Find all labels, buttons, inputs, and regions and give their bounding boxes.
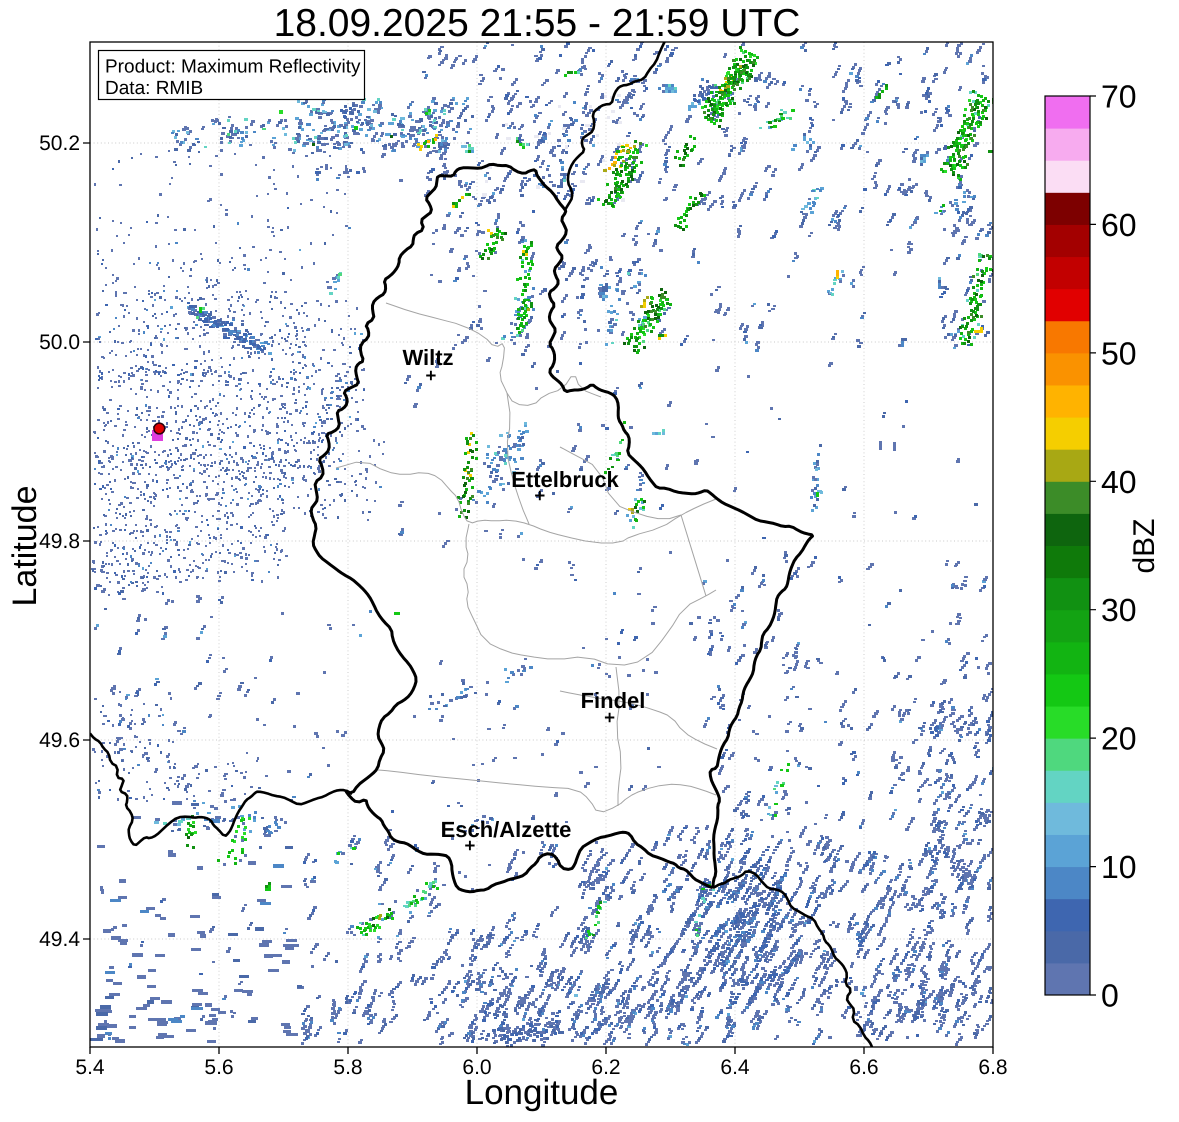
svg-text:Longitude: Longitude (465, 1073, 619, 1112)
svg-text:6.0: 6.0 (462, 1056, 491, 1079)
svg-text:Ettelbruck: Ettelbruck (511, 467, 619, 492)
svg-text:Latitude: Latitude (6, 486, 44, 607)
svg-text:dBZ: dBZ (1128, 518, 1161, 573)
svg-text:18.09.2025 21:55 - 21:59 UTC: 18.09.2025 21:55 - 21:59 UTC (274, 2, 801, 45)
svg-text:5.6: 5.6 (204, 1056, 233, 1079)
svg-text:Wiltz: Wiltz (402, 345, 453, 370)
svg-text:49.4: 49.4 (39, 928, 80, 951)
svg-text:Esch/Alzette: Esch/Alzette (441, 817, 572, 842)
svg-text:10: 10 (1101, 849, 1137, 885)
svg-text:49.6: 49.6 (39, 729, 80, 752)
svg-text:6.8: 6.8 (978, 1056, 1007, 1079)
svg-text:Data: RMIB: Data: RMIB (105, 78, 203, 99)
svg-text:6.2: 6.2 (591, 1056, 620, 1079)
svg-text:50.0: 50.0 (39, 331, 80, 354)
svg-text:49.8: 49.8 (39, 530, 80, 553)
svg-text:50.2: 50.2 (39, 132, 80, 155)
svg-text:70: 70 (1101, 79, 1137, 115)
svg-text:5.8: 5.8 (333, 1056, 362, 1079)
svg-text:20: 20 (1101, 721, 1137, 757)
svg-text:60: 60 (1101, 207, 1137, 243)
svg-text:30: 30 (1101, 592, 1137, 628)
svg-text:6.6: 6.6 (849, 1056, 878, 1079)
svg-text:5.4: 5.4 (75, 1056, 105, 1079)
svg-text:50: 50 (1101, 335, 1137, 371)
svg-text:6.4: 6.4 (720, 1056, 750, 1079)
svg-text:Product: Maximum Reflectivity: Product: Maximum Reflectivity (105, 57, 361, 78)
svg-text:0: 0 (1101, 978, 1119, 1014)
svg-text:Findel: Findel (581, 688, 646, 713)
svg-text:40: 40 (1101, 464, 1137, 500)
